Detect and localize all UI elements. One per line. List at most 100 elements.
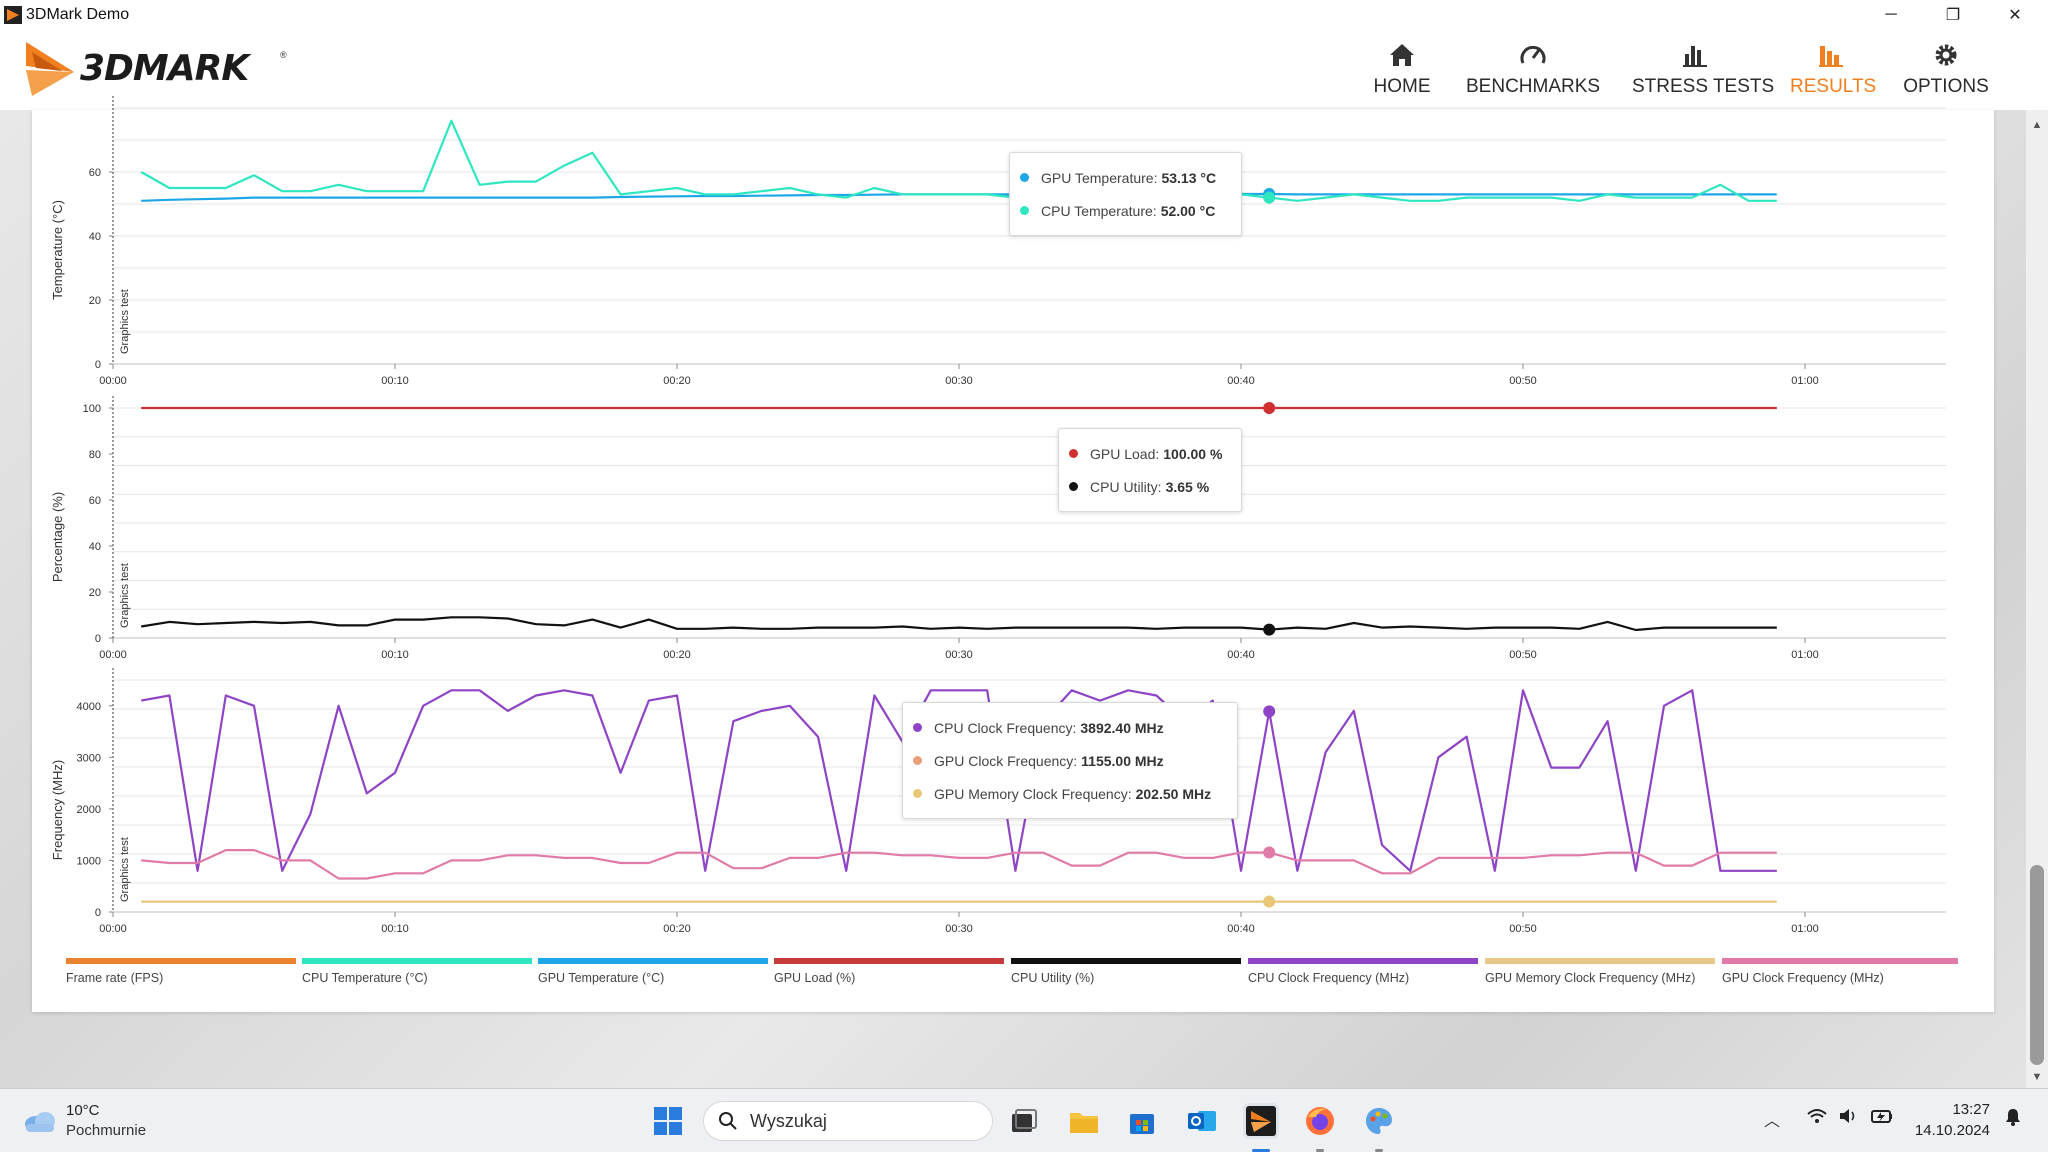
- y-tick-label: 0: [95, 907, 101, 919]
- y-tick-label: 20: [89, 295, 101, 307]
- system-clock[interactable]: 13:27 14.10.2024: [1915, 1099, 1990, 1141]
- start-button[interactable]: [650, 1103, 686, 1139]
- nav-benchmarks[interactable]: BENCHMARKS: [1466, 38, 1600, 98]
- legend-dot-icon: [913, 756, 922, 765]
- scroll-up-icon[interactable]: ▲: [2031, 119, 2043, 131]
- nav-stress-tests[interactable]: STRESS TESTS: [1632, 38, 1774, 98]
- battery-button[interactable]: [1870, 1107, 1894, 1130]
- legend-label: GPU Clock Frequency (MHz): [1722, 971, 1884, 985]
- tooltip-value: 202.50 MHz: [1135, 785, 1212, 802]
- cursor-point: [1263, 191, 1276, 204]
- task-view-icon: [1012, 1109, 1037, 1132]
- paint-button[interactable]: [1361, 1103, 1397, 1139]
- y-tick-label: 3000: [77, 752, 101, 764]
- legend-item-gpu-memory-clock[interactable]: GPU Memory Clock Frequency (MHz): [1485, 958, 1715, 988]
- legend-item-cpu-clock[interactable]: CPU Clock Frequency (MHz): [1248, 958, 1478, 988]
- volume-button[interactable]: [1838, 1107, 1860, 1130]
- gear-icon: [1935, 44, 1957, 66]
- y-tick-label: 1000: [77, 855, 101, 867]
- x-tick-label: 00:50: [1509, 923, 1537, 935]
- tray-overflow-button[interactable]: ︿: [1764, 1107, 1780, 1131]
- section-label: Graphics test: [119, 837, 131, 902]
- minimize-icon: ─: [1885, 6, 1897, 23]
- legend-swatch: [1011, 958, 1241, 964]
- legend-label: GPU Load (%): [774, 971, 856, 985]
- weather-condition: Pochmurnie: [66, 1122, 147, 1139]
- running-app-indicator: [1375, 1149, 1383, 1152]
- bar-chart-icon: [1683, 46, 1707, 67]
- tooltip-row: GPU Memory Clock Frequency: 202.50 MHz: [913, 777, 1227, 810]
- y-tick-label: 80: [89, 449, 101, 461]
- bell-icon: [2006, 1109, 2020, 1126]
- cursor-point: [1263, 705, 1276, 718]
- chevron-up-icon: ︿: [1764, 1113, 1781, 1130]
- legend-swatch: [774, 958, 1004, 964]
- nav-results-label: RESULTS: [1790, 76, 1877, 97]
- home-icon: [1390, 44, 1414, 66]
- legend-item-gpu-clock[interactable]: GPU Clock Frequency (MHz): [1722, 958, 1958, 988]
- 3dmark-logo[interactable]: 3DMARK ®: [22, 36, 292, 100]
- legend-swatch: [1485, 958, 1715, 964]
- scroll-thumb[interactable]: [2030, 865, 2044, 1065]
- legend-swatch: [1248, 958, 1478, 964]
- x-tick-label: 00:00: [99, 375, 127, 387]
- x-tick-label: 00:10: [381, 923, 409, 935]
- x-tick-label: 00:20: [663, 649, 691, 661]
- nav-results[interactable]: RESULTS: [1790, 38, 1876, 98]
- legend-label: CPU Temperature (°C): [302, 971, 428, 985]
- y-tick-label: 100: [83, 403, 101, 415]
- x-tick-label: 01:00: [1791, 649, 1819, 661]
- legend-label: CPU Utility (%): [1011, 971, 1095, 985]
- file-explorer-button[interactable]: [1066, 1103, 1102, 1139]
- legend-item-gpu-temperature[interactable]: GPU Temperature (°C): [538, 958, 768, 988]
- 3dmark-taskbar-button[interactable]: [1243, 1103, 1279, 1139]
- nav-benchmarks-label: BENCHMARKS: [1466, 76, 1601, 97]
- network-button[interactable]: [1806, 1107, 1828, 1130]
- legend-dot-icon: [1069, 449, 1078, 458]
- store-icon: [1130, 1114, 1154, 1134]
- running-app-indicator: [1316, 1149, 1324, 1152]
- windows-start-icon: [654, 1107, 682, 1135]
- taskbar-search[interactable]: Wyszukaj: [703, 1101, 993, 1141]
- x-tick-label: 00:30: [945, 923, 973, 935]
- close-button[interactable]: ✕: [1984, 0, 2046, 30]
- legend-item-frame-rate[interactable]: Frame rate (FPS): [66, 958, 296, 988]
- y-tick-label: 20: [89, 587, 101, 599]
- legend-item-cpu-temperature[interactable]: CPU Temperature (°C): [302, 958, 532, 988]
- clock-time: 13:27: [1952, 1101, 1990, 1118]
- legend-item-cpu-utility[interactable]: CPU Utility (%): [1011, 958, 1241, 988]
- firefox-button[interactable]: [1302, 1103, 1338, 1139]
- app-header: 3DMARK ® HOME BENCHMARKS STRESS TESTS: [0, 30, 2048, 110]
- 3dmark-icon: [1246, 1106, 1276, 1136]
- microsoft-store-button[interactable]: [1124, 1103, 1160, 1139]
- cursor-point: [1263, 846, 1276, 859]
- percentage-tooltip: GPU Load: 100.00 % CPU Utility: 3.65 %: [1058, 428, 1242, 512]
- legend-swatch: [1722, 958, 1958, 964]
- nav-home[interactable]: HOME: [1372, 38, 1432, 98]
- legend-dot-icon: [913, 789, 922, 798]
- tooltip-row: GPU Clock Frequency: 1155.00 MHz: [913, 744, 1227, 777]
- outlook-button[interactable]: [1184, 1103, 1220, 1139]
- x-tick-label: 01:00: [1791, 923, 1819, 935]
- tooltip-value: 52.00 °C: [1160, 202, 1216, 219]
- series-line: [141, 848, 1777, 880]
- folder-icon: [1070, 1113, 1098, 1133]
- scroll-down-icon[interactable]: ▼: [2031, 1071, 2043, 1083]
- task-view-button[interactable]: [1006, 1103, 1042, 1139]
- notifications-button[interactable]: [2004, 1107, 2022, 1132]
- weather-widget[interactable]: 10°C Pochmurnie: [22, 1101, 146, 1141]
- clock-date: 14.10.2024: [1914, 1122, 1990, 1139]
- vertical-scrollbar[interactable]: ▲ ▼: [2026, 110, 2048, 1088]
- y-tick-label: 0: [95, 359, 101, 371]
- legend-dot-icon: [1020, 206, 1029, 215]
- tooltip-label: GPU Temperature:: [1041, 169, 1158, 186]
- restore-icon: ❐: [1945, 7, 1961, 24]
- nav-options[interactable]: OPTIONS: [1902, 38, 1990, 98]
- legend-item-gpu-load[interactable]: GPU Load (%): [774, 958, 1004, 988]
- legend-label: CPU Clock Frequency (MHz): [1248, 971, 1410, 985]
- legend-label: GPU Temperature (°C): [538, 971, 665, 985]
- minimize-button[interactable]: ─: [1860, 0, 1922, 30]
- legend-dot-icon: [1069, 482, 1078, 491]
- restore-button[interactable]: ❐: [1922, 0, 1984, 30]
- frequency-tooltip: CPU Clock Frequency: 3892.40 MHz GPU Clo…: [902, 702, 1238, 819]
